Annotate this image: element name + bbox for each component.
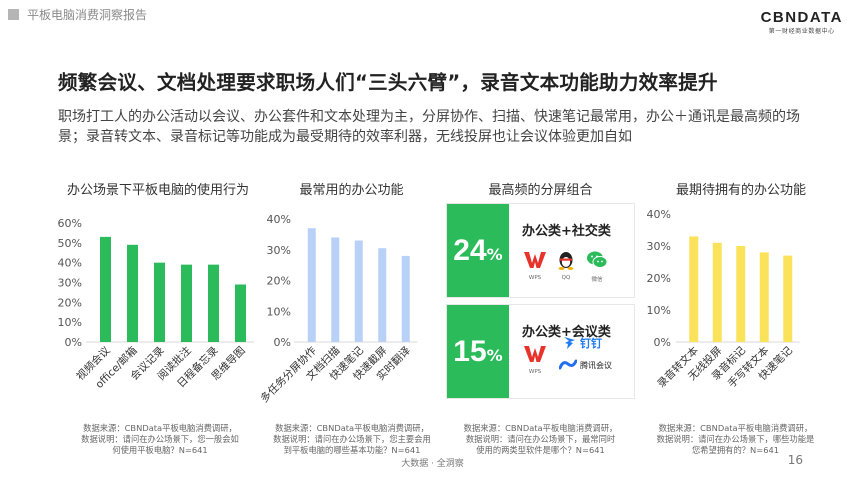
chart1-source: 数据来源：CBNData平板电脑消费调研， 数据说明：请问在办公场景下，您一般会… — [60, 423, 260, 456]
bar — [689, 236, 699, 342]
bar — [712, 242, 722, 342]
usage-behavior-chart: 0%10%20%30%40%50%60%视频会议office/邮箱会议记录阅读批… — [58, 217, 254, 391]
combo-label: 办公类+社交类 — [522, 224, 611, 239]
source-line: 到平板电脑的哪些基本功能？N=641 — [283, 445, 421, 455]
qq-penguin-icon — [558, 252, 574, 270]
app-caption: WPS — [528, 275, 542, 281]
chart2-source: 数据来源：CBNData平板电脑消费调研， 数据说明：请问在办公场景下，您主要会… — [262, 423, 442, 456]
page-number: 16 — [787, 453, 803, 467]
combo-percent-unit: % — [486, 245, 503, 264]
wps-icon — [524, 252, 546, 268]
source-line: 数据来源：CBNData平板电脑消费调研， — [83, 423, 237, 433]
chart4-source: 数据来源：CBNData平板电脑消费调研， 数据说明：请问在办公场景下，哪些功能… — [643, 423, 828, 456]
wps-app-logo: WPS — [522, 249, 548, 281]
source-line: 何使用平板电脑？N=641 — [112, 445, 208, 455]
bar — [401, 255, 410, 342]
y-tick-label: 0% — [65, 336, 82, 349]
y-tick-label: 30% — [58, 277, 82, 290]
wechat-app-logo: 微信 — [585, 249, 609, 283]
bar — [154, 262, 165, 342]
source-line: 使用的两类型软件是哪个？N=641 — [476, 445, 605, 455]
bar — [100, 236, 111, 342]
source-line: 数据来源：CBNData平板电脑消费调研， — [658, 423, 813, 433]
combo-percent-box: 24% — [447, 204, 509, 297]
tencent-meeting-name: 腾讯会议 — [580, 360, 612, 370]
y-tick-label: 20% — [267, 275, 291, 288]
logo-subtitle: 第一财经商业数据中心 — [768, 28, 835, 35]
bar — [181, 264, 192, 342]
combo-percent: 15 — [453, 334, 487, 368]
app-caption: WPS — [528, 369, 542, 375]
source-line: 数据说明：请问在办公场景下，最常同时 — [465, 434, 616, 444]
chart3-source: 数据来源：CBNData平板电脑消费调研， 数据说明：请问在办公场景下，最常同时… — [446, 423, 635, 456]
bar — [783, 255, 793, 342]
combo-percent-box: 15% — [447, 305, 509, 398]
y-tick-label: 30% — [647, 240, 671, 253]
y-tick-label: 30% — [267, 244, 291, 257]
y-tick-label: 20% — [647, 272, 671, 285]
y-tick-label: 40% — [647, 208, 671, 221]
bar — [127, 244, 138, 342]
app-caption: 微信 — [591, 277, 603, 283]
bar — [378, 248, 387, 342]
app-caption: QQ — [561, 275, 571, 281]
qq-app-logo: QQ — [555, 249, 577, 281]
wechat-icon — [587, 251, 608, 268]
intro-paragraph: 职场打工人的办公活动以会议、办公套件和文本处理为主，分屏协作、扫描、快速笔记最常… — [58, 109, 800, 145]
dingtalk-app-logo: 钉钉 — [561, 335, 602, 351]
logo-text: CBNDATA — [760, 9, 843, 26]
y-tick-label: 0% — [654, 336, 671, 349]
y-tick-label: 0% — [274, 336, 291, 349]
chart3-title: 最高频的分屏组合 — [488, 183, 593, 198]
wps-icon — [524, 346, 546, 362]
combo-card-office-meeting: 15% 办公类+会议类 WPS 钉钉 腾讯会议 — [446, 304, 635, 399]
chart1-title: 办公场景下平板电脑的使用行为 — [66, 183, 249, 198]
source-line: 数据来源：CBNData平板电脑消费调研， — [275, 423, 429, 433]
y-tick-label: 40% — [267, 213, 291, 226]
dingtalk-icon — [564, 337, 575, 349]
y-tick-label: 10% — [647, 304, 671, 317]
source-line: 数据来源：CBNData平板电脑消费调研， — [463, 423, 618, 433]
page-headline: 频繁会议、文档处理要求职场人们“三头六臂”，录音文本功能助力效率提升 — [58, 71, 718, 94]
bar — [759, 252, 769, 342]
cbndata-logo: CBNDATA 第一财经商业数据中心 — [761, 10, 843, 35]
wps-app-logo: WPS — [522, 343, 548, 375]
source-line: 数据说明：请问在办公场景下，哪些功能是 — [656, 434, 815, 444]
bar — [307, 228, 316, 342]
bar — [235, 284, 246, 342]
dingtalk-name: 钉钉 — [580, 337, 602, 350]
tencent-meeting-icon — [559, 359, 577, 370]
bar — [354, 240, 363, 342]
combo-percent: 24 — [453, 233, 487, 267]
combo-card-office-social: 24% 办公类+社交类 WPS QQ 微信 — [446, 203, 635, 298]
y-tick-label: 50% — [58, 237, 82, 250]
y-tick-label: 10% — [58, 316, 82, 329]
source-line: 数据说明：请问在办公场景下，您一般会如 — [81, 434, 239, 444]
combo-percent-unit: % — [486, 346, 503, 365]
chart4-title: 最期待拥有的办公功能 — [675, 183, 806, 198]
source-line: 您希望拥有的？N=641 — [691, 445, 780, 455]
bar — [331, 237, 340, 342]
combo-label: 办公类+会议类 — [522, 325, 611, 340]
report-title: 平板电脑消费洞察报告 — [27, 8, 148, 22]
y-tick-label: 60% — [58, 217, 82, 230]
source-line: 数据说明：请问在办公场景下，您主要会用 — [273, 434, 431, 444]
chart2-title: 最常用的办公功能 — [299, 183, 404, 198]
y-tick-label: 20% — [58, 296, 82, 309]
header-square-decoration — [8, 9, 19, 20]
bar — [208, 264, 219, 342]
footer-slogan: 大数据 · 全洞察 — [401, 459, 464, 469]
bar — [736, 246, 746, 342]
y-tick-label: 10% — [267, 305, 291, 318]
tencent-meeting-app-logo: 腾讯会议 — [559, 359, 612, 371]
y-tick-label: 40% — [58, 257, 82, 270]
